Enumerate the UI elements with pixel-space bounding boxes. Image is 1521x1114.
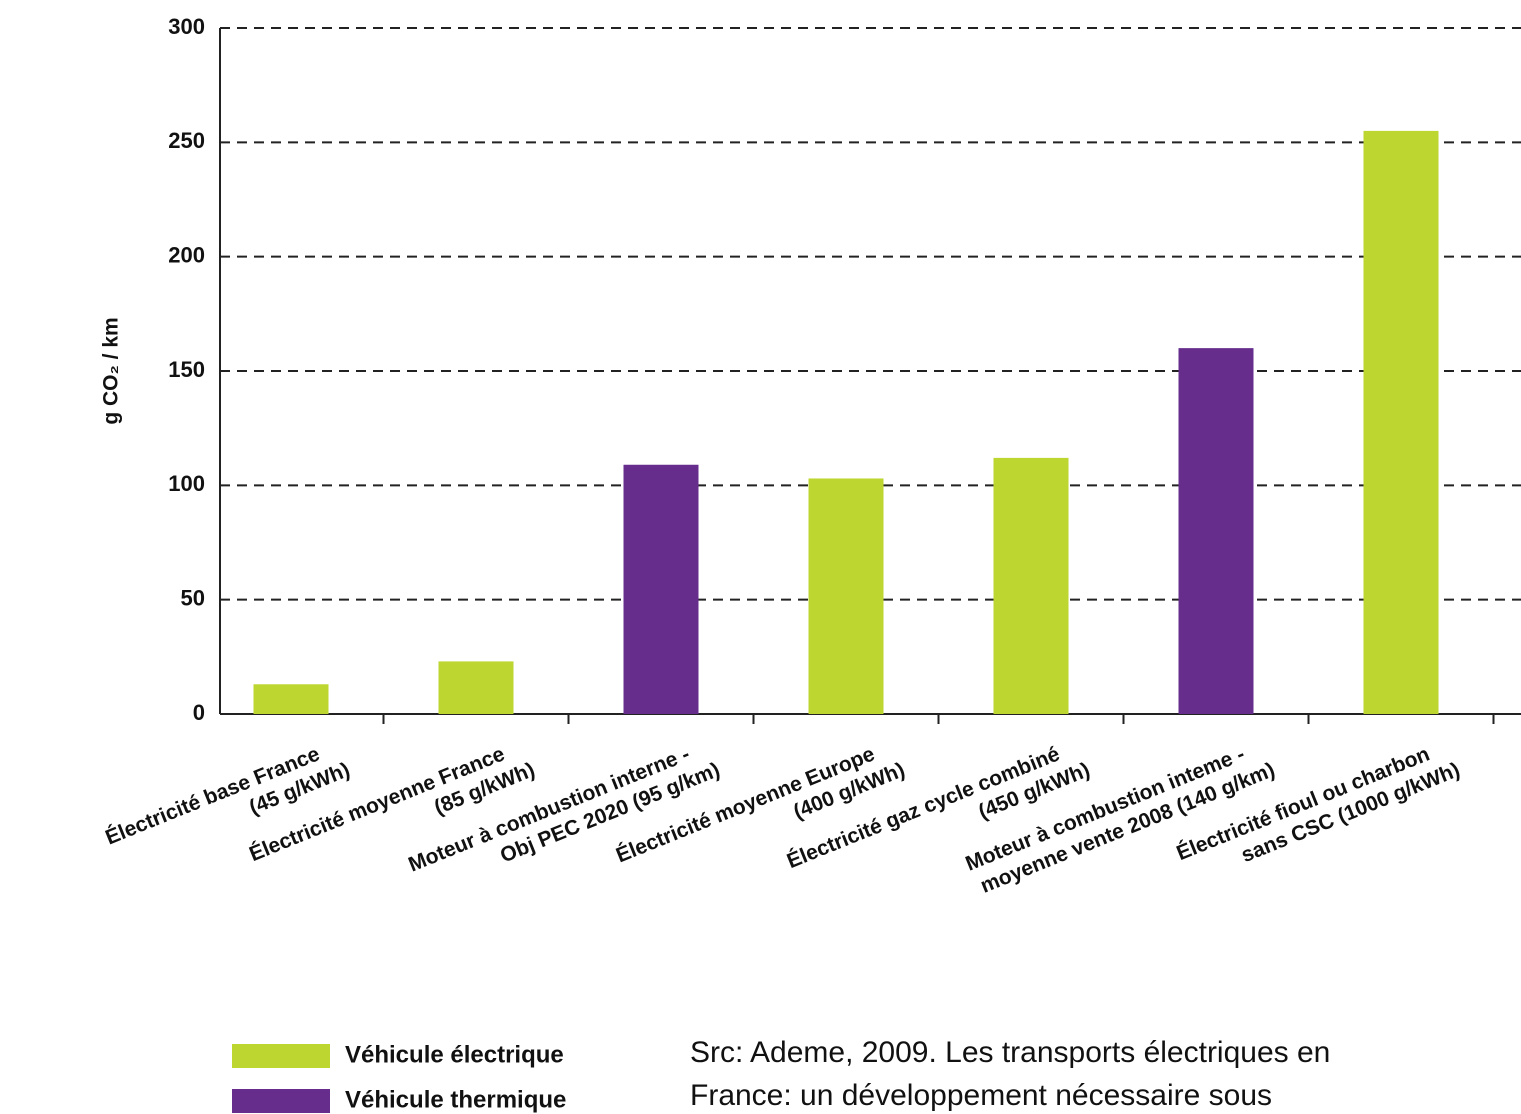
bar <box>623 464 699 714</box>
y-tick-label: 150 <box>168 357 205 382</box>
legend-label: Véhicule thermique <box>345 1086 566 1113</box>
bar <box>1363 130 1439 714</box>
y-tick-label: 200 <box>168 242 205 267</box>
x-tick-label: Électricité base France(45 g/kWh) <box>102 742 353 849</box>
y-tick-label: 300 <box>168 14 205 39</box>
legend-swatch <box>232 1089 330 1113</box>
legend-label: Véhicule électrique <box>345 1041 564 1068</box>
source-note: France: un développement nécessaire sous <box>690 1079 1272 1112</box>
legend-swatch <box>232 1044 330 1068</box>
y-tick-label: 0 <box>193 700 205 725</box>
bar <box>253 684 329 714</box>
bar <box>438 661 514 714</box>
y-tick-label: 100 <box>168 471 205 496</box>
bar <box>993 457 1069 714</box>
y-tick-label: 250 <box>168 128 205 153</box>
y-tick-label: 50 <box>181 585 205 610</box>
y-axis-label: g CO₂ / km <box>100 317 123 424</box>
bar <box>1178 348 1254 714</box>
x-tick-label: Moteur à combustion interne -Obj PEC 202… <box>405 742 723 876</box>
x-tick-label: Moteur à combustion inteme -moyenne vent… <box>962 742 1278 897</box>
bar <box>808 478 884 714</box>
source-note: Src: Ademe, 2009. Les transports électri… <box>690 1036 1330 1069</box>
